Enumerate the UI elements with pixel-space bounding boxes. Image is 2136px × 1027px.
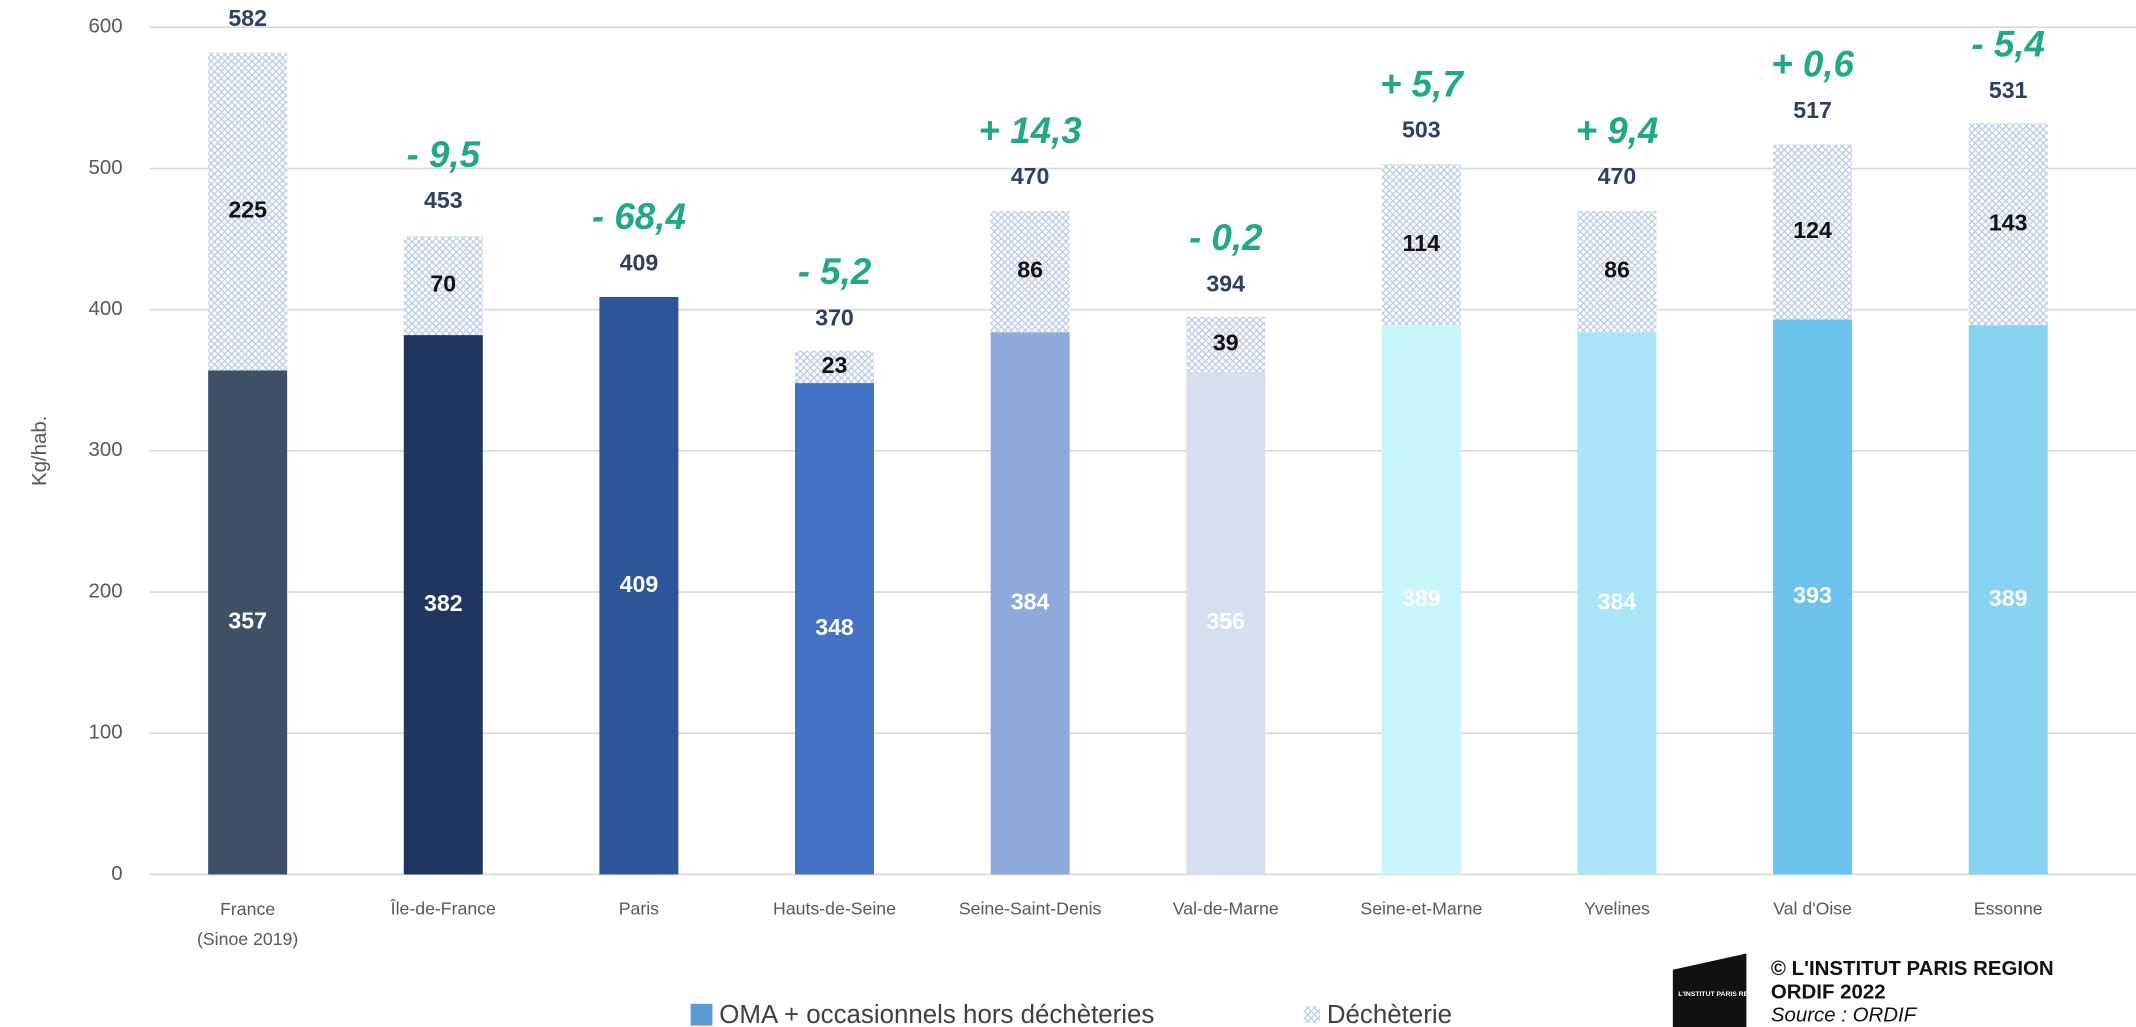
bar-decheterie — [1968, 123, 2048, 326]
credit: ORDIF 2022 — [1771, 981, 1886, 1003]
change-label: + 14,3 — [979, 110, 1083, 151]
total-label: 409 — [620, 249, 659, 275]
bar-oma — [1186, 371, 1266, 875]
change-label: - 0,2 — [1189, 217, 1263, 258]
bar-oma — [1577, 332, 1657, 875]
legend-label: OMA + occasionnels hors déchèteries — [719, 1001, 1154, 1027]
bar-label: 348 — [815, 614, 854, 640]
bar-decheterie — [1186, 316, 1266, 372]
y-tick-label: 200 — [89, 580, 123, 602]
change-label: + 5,7 — [1380, 63, 1464, 104]
legend-label: Déchèterie — [1327, 1001, 1452, 1027]
y-tick-label: 600 — [89, 16, 123, 38]
change-label: - 68,4 — [592, 196, 686, 237]
bar-label: 409 — [620, 571, 659, 597]
y-tick-label: 0 — [111, 863, 122, 885]
total-label: 517 — [1793, 97, 1832, 123]
bar-label: 356 — [1206, 608, 1245, 634]
bar-label: 70 — [430, 271, 456, 297]
bar-oma — [1968, 325, 2048, 875]
change-label: + 0,6 — [1771, 44, 1854, 85]
credit: Source : ORDIF — [1771, 1004, 1918, 1026]
bar-oma — [208, 370, 288, 875]
x-tick-label: Val-de-Marne — [1173, 899, 1279, 919]
y-tick-label: 500 — [89, 157, 123, 179]
bar-oma — [990, 332, 1070, 875]
y-axis-label: Kg/hab. — [29, 416, 51, 486]
total-label: 453 — [424, 187, 463, 213]
bar-label: 389 — [1402, 585, 1441, 611]
bar-decheterie — [1773, 144, 1853, 320]
bar-oma — [1773, 319, 1853, 875]
x-tick-label-line: (Sinoe 2019) — [197, 929, 298, 949]
bar-label: 23 — [822, 352, 848, 378]
x-tick-label: Île-de-France — [390, 898, 496, 919]
bar-decheterie — [403, 236, 483, 336]
x-tick-label: Hauts-de-Seine — [773, 899, 896, 919]
bar-decheterie — [795, 350, 875, 384]
bar-label: 384 — [1598, 588, 1637, 614]
bar-label: 357 — [228, 608, 267, 634]
total-label: 370 — [815, 304, 854, 330]
bar-decheterie — [1577, 210, 1657, 333]
bar-oma — [1381, 325, 1461, 875]
logo — [1672, 953, 1747, 1027]
total-label: 503 — [1402, 117, 1441, 143]
change-label: + 9,4 — [1576, 110, 1659, 151]
total-label: 470 — [1598, 163, 1637, 189]
change-label: - 9,5 — [406, 134, 480, 175]
x-tick-label: France (Sinoe 2019) — [197, 899, 298, 949]
bar-label: 86 — [1017, 257, 1043, 283]
bar-label: 114 — [1403, 230, 1440, 256]
x-tick-label: Seine-Saint-Denis — [959, 899, 1102, 919]
legend-swatch — [1303, 1006, 1321, 1023]
change-label: - 5,4 — [1971, 24, 2045, 65]
total-label: 470 — [1011, 163, 1050, 189]
total-label: 582 — [228, 5, 267, 31]
x-tick-label-line: France — [220, 899, 275, 919]
x-tick-label: Val d'Oise — [1773, 899, 1852, 919]
logo-text: L'INSTITUT PARIS REGION — [1678, 991, 1765, 998]
bar-decheterie — [1381, 164, 1461, 326]
bar-label: 389 — [1989, 585, 2028, 611]
total-label: 531 — [1989, 77, 2028, 103]
bar-label: 86 — [1604, 257, 1630, 283]
bar-label: 384 — [1011, 588, 1050, 614]
bar-label: 39 — [1213, 329, 1239, 355]
bar-decheterie — [208, 52, 288, 371]
credit: © L'INSTITUT PARIS REGION — [1771, 958, 2054, 980]
y-tick-label: 300 — [89, 439, 123, 461]
y-tick-label: 100 — [89, 722, 123, 744]
x-tick-label: Yvelines — [1584, 899, 1650, 919]
change-label: - 5,2 — [798, 251, 872, 292]
legend-swatch — [690, 1003, 713, 1026]
total-label: 394 — [1206, 271, 1245, 297]
bar-label: 393 — [1793, 582, 1832, 608]
bar-label: 382 — [424, 590, 463, 616]
x-tick-label: Essonne — [1974, 899, 2043, 919]
bar-label: 143 — [1989, 209, 2028, 235]
bar-oma — [403, 335, 483, 875]
y-tick-label: 400 — [89, 298, 123, 320]
bar-oma — [795, 383, 875, 875]
x-tick-label: Paris — [619, 899, 659, 919]
bar-label: 225 — [228, 197, 267, 223]
bar-label: 124 — [1793, 217, 1832, 243]
x-tick-label: Seine-et-Marne — [1360, 899, 1482, 919]
bar-oma — [599, 296, 679, 875]
bar-decheterie — [990, 210, 1070, 333]
